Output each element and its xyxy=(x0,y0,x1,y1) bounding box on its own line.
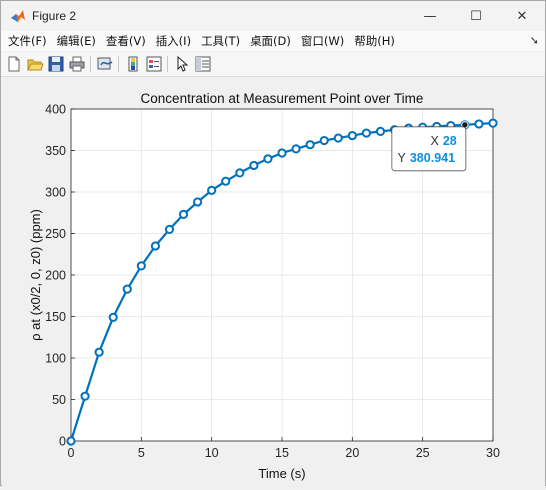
data-point xyxy=(319,135,329,146)
dock-arrow-icon[interactable]: ➘ xyxy=(529,34,539,47)
data-point xyxy=(80,391,90,401)
data-point xyxy=(178,209,189,220)
title-bar[interactable]: Figure 2 — ☐ ✕ xyxy=(1,1,545,31)
matlab-logo-icon xyxy=(11,10,25,22)
data-point xyxy=(263,154,273,164)
menu-window[interactable]: 窗口(W) xyxy=(300,34,345,48)
data-point xyxy=(122,284,132,294)
y-tick-label: 0 xyxy=(59,435,66,449)
data-point xyxy=(277,148,287,158)
x-axis-label: Time (s) xyxy=(258,466,305,481)
menu-file[interactable]: 文件(F) xyxy=(8,34,47,48)
data-point xyxy=(305,140,315,150)
insert-legend-icon[interactable] xyxy=(145,55,163,73)
print-icon[interactable] xyxy=(68,55,86,73)
data-point xyxy=(66,436,76,446)
data-point xyxy=(150,241,160,251)
x-tick-label: 0 xyxy=(68,446,75,460)
x-tick-label: 20 xyxy=(345,446,359,460)
y-tick-label: 50 xyxy=(52,393,66,407)
figure-toolbar xyxy=(1,52,545,77)
x-tick-label: 25 xyxy=(416,446,430,460)
edit-plot-icon[interactable] xyxy=(173,55,191,73)
property-inspector-icon[interactable] xyxy=(194,55,212,73)
toolbar-separator xyxy=(167,56,168,72)
open-file-icon[interactable] xyxy=(26,55,44,73)
data-point xyxy=(108,312,118,322)
data-tip-x-value: 28 xyxy=(443,134,457,148)
x-tick-label: 10 xyxy=(205,446,219,460)
y-tick-label: 400 xyxy=(45,103,66,117)
figure-canvas: 0 5 10 15 20 25 30 0 50 100 150 200 250 300 350 400 Co… xyxy=(2,77,545,486)
menu-help[interactable]: 帮助(H) xyxy=(354,34,395,48)
data-point xyxy=(207,185,217,195)
data-point xyxy=(361,128,371,138)
y-axis: 0 50 100 150 200 250 300 350 400 xyxy=(45,103,75,449)
minimize-button[interactable]: — xyxy=(423,8,437,24)
data-tip-y-label: Y xyxy=(398,151,407,165)
data-point xyxy=(94,347,104,357)
data-tip-x-label: X xyxy=(431,134,440,148)
y-tick-label: 250 xyxy=(45,227,66,241)
x-tick-label: 30 xyxy=(486,446,500,460)
x-tick-label: 5 xyxy=(138,446,145,460)
data-point xyxy=(164,224,175,234)
data-point xyxy=(333,133,343,143)
data-point xyxy=(136,261,146,271)
menu-desktop[interactable]: 桌面(D) xyxy=(250,34,291,48)
data-point xyxy=(488,118,498,128)
insert-colorbar-icon[interactable] xyxy=(124,55,142,73)
data-point xyxy=(347,130,357,141)
data-point xyxy=(235,168,245,178)
data-series xyxy=(66,118,498,446)
data-point xyxy=(474,119,484,129)
data-point xyxy=(375,126,386,137)
toolbar-separator xyxy=(90,56,91,72)
x-tick-label: 15 xyxy=(275,446,289,460)
menu-insert[interactable]: 插入(I) xyxy=(155,34,192,48)
data-tip-box[interactable] xyxy=(391,126,467,172)
data-tip[interactable]: X 28 Y 380.941 xyxy=(391,126,467,172)
menu-bar: 文件(F) 编辑(E) 查看(V) 插入(I) 工具(T) 桌面(D) 窗口(W… xyxy=(1,31,545,51)
x-axis: 0 5 10 15 20 25 30 xyxy=(68,437,500,460)
data-point xyxy=(193,197,203,207)
data-point xyxy=(249,160,259,171)
link-plot-icon[interactable] xyxy=(96,55,114,73)
window-title: Figure 2 xyxy=(32,9,77,23)
line-chart[interactable]: 0 5 10 15 20 25 30 0 50 100 150 200 250 300 350 400 Co… xyxy=(2,77,545,486)
close-button[interactable]: ✕ xyxy=(516,8,528,24)
new-figure-icon[interactable] xyxy=(5,55,23,73)
menu-view[interactable]: 查看(V) xyxy=(105,34,146,48)
data-point xyxy=(221,176,231,186)
menu-tools[interactable]: 工具(T) xyxy=(201,34,241,48)
data-point xyxy=(291,144,301,154)
chart-title: Concentration at Measurement Point over … xyxy=(141,91,424,106)
y-tick-label: 300 xyxy=(45,186,66,200)
maximize-button[interactable]: ☐ xyxy=(470,8,482,24)
save-icon[interactable] xyxy=(47,55,65,73)
y-axis-label: ρ at (x0/2, 0, z0) (ppm) xyxy=(28,209,43,341)
y-tick-label: 150 xyxy=(45,310,66,324)
y-tick-label: 100 xyxy=(45,352,66,366)
menu-edit[interactable]: 编辑(E) xyxy=(56,34,96,48)
data-tip-y-value: 380.941 xyxy=(410,151,455,165)
y-tick-label: 200 xyxy=(45,269,66,283)
y-tick-label: 350 xyxy=(45,144,66,158)
toolbar-separator xyxy=(118,56,119,72)
